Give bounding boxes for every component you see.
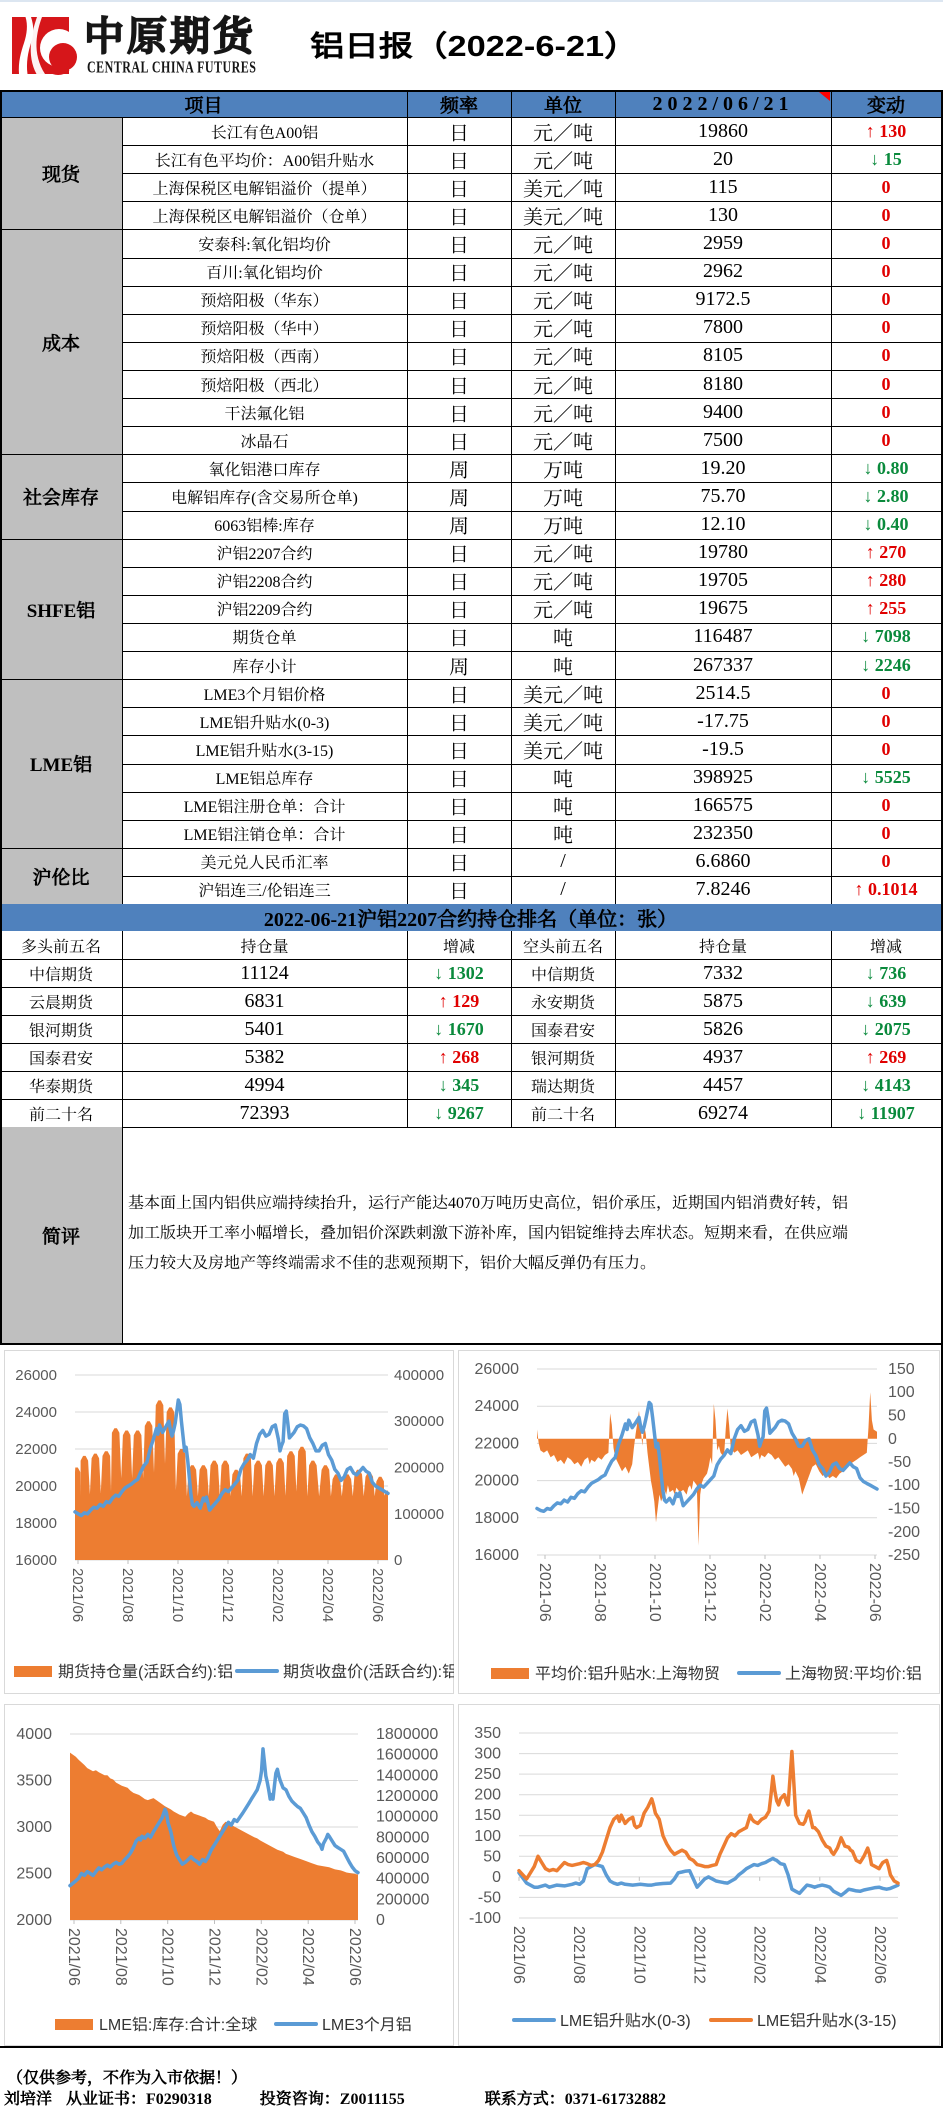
svg-text:50: 50 [888, 1408, 906, 1425]
svg-text:18000: 18000 [475, 1510, 520, 1527]
svg-text:2021/10: 2021/10 [169, 1568, 186, 1622]
svg-text:1800000: 1800000 [376, 1726, 438, 1743]
svg-text:1200000: 1200000 [376, 1788, 438, 1805]
svg-text:20000: 20000 [15, 1478, 57, 1495]
svg-text:2000: 2000 [16, 1912, 52, 1929]
svg-text:50: 50 [483, 1848, 501, 1865]
svg-text:2500: 2500 [16, 1866, 52, 1883]
svg-text:-100: -100 [888, 1477, 920, 1494]
svg-text:18000: 18000 [15, 1515, 57, 1532]
svg-text:350: 350 [474, 1725, 501, 1742]
svg-text:1600000: 1600000 [376, 1747, 438, 1764]
svg-text:26000: 26000 [15, 1367, 57, 1384]
svg-text:0: 0 [376, 1912, 385, 1929]
svg-text:平均价:铝升贴水:上海物贸: 平均价:铝升贴水:上海物贸 [535, 1665, 720, 1683]
svg-text:26000: 26000 [475, 1361, 520, 1378]
svg-text:2021-10: 2021-10 [646, 1563, 663, 1622]
svg-text:LME铝:库存:合计:全球: LME铝:库存:合计:全球 [99, 2016, 257, 2034]
svg-text:3500: 3500 [16, 1773, 52, 1790]
svg-text:4000: 4000 [16, 1726, 52, 1743]
svg-text:2022/04: 2022/04 [299, 1928, 316, 1986]
svg-text:0: 0 [888, 1431, 897, 1448]
svg-text:2021-06: 2021-06 [536, 1563, 553, 1622]
svg-text:2021/12: 2021/12 [206, 1928, 223, 1986]
svg-text:2021/08: 2021/08 [119, 1568, 136, 1622]
svg-text:2021/06: 2021/06 [510, 1926, 527, 1984]
svg-text:1000000: 1000000 [376, 1809, 438, 1826]
svg-text:150: 150 [474, 1807, 501, 1824]
svg-text:2022/02: 2022/02 [751, 1926, 768, 1984]
svg-text:22000: 22000 [475, 1435, 520, 1452]
svg-text:200: 200 [474, 1787, 501, 1804]
svg-text:24000: 24000 [15, 1404, 57, 1421]
svg-text:250: 250 [474, 1766, 501, 1783]
svg-text:LME铝升贴水(0-3): LME铝升贴水(0-3) [560, 2012, 691, 2030]
svg-text:100000: 100000 [394, 1506, 444, 1523]
svg-text:2021/12: 2021/12 [219, 1568, 236, 1622]
svg-text:-250: -250 [888, 1547, 920, 1564]
svg-text:2022/04: 2022/04 [319, 1568, 336, 1622]
svg-text:上海物贸:平均价:铝: 上海物贸:平均价:铝 [785, 1665, 922, 1683]
svg-text:2022/06: 2022/06 [871, 1926, 888, 1984]
svg-text:2022/06: 2022/06 [369, 1568, 386, 1622]
svg-text:LME3个月铝: LME3个月铝 [322, 2016, 412, 2034]
svg-text:16000: 16000 [15, 1552, 57, 1569]
svg-text:2022-04: 2022-04 [811, 1563, 828, 1622]
svg-text:22000: 22000 [15, 1441, 57, 1458]
svg-text:2021/06: 2021/06 [69, 1568, 86, 1622]
svg-text:800000: 800000 [376, 1829, 429, 1846]
svg-text:LME铝升贴水(3-15): LME铝升贴水(3-15) [757, 2012, 897, 2030]
svg-text:400000: 400000 [376, 1871, 429, 1888]
svg-text:16000: 16000 [475, 1547, 520, 1564]
svg-text:600000: 600000 [376, 1850, 429, 1867]
svg-text:200000: 200000 [394, 1460, 444, 1477]
svg-text:-100: -100 [469, 1910, 501, 1927]
svg-text:2022/06: 2022/06 [346, 1928, 363, 1986]
svg-text:-50: -50 [478, 1889, 501, 1906]
svg-text:-150: -150 [888, 1501, 920, 1518]
svg-text:100: 100 [888, 1384, 915, 1401]
svg-text:0: 0 [394, 1552, 402, 1569]
svg-text:20000: 20000 [475, 1473, 520, 1490]
svg-text:2021/06: 2021/06 [65, 1928, 82, 1986]
svg-text:期货收盘价(活跃合约):铝: 期货收盘价(活跃合约):铝 [283, 1663, 454, 1681]
svg-text:0: 0 [492, 1869, 501, 1886]
svg-text:300000: 300000 [394, 1413, 444, 1430]
svg-text:200000: 200000 [376, 1891, 429, 1908]
svg-text:300: 300 [474, 1746, 501, 1763]
svg-text:-50: -50 [888, 1454, 911, 1471]
svg-text:100: 100 [474, 1828, 501, 1845]
svg-text:400000: 400000 [394, 1367, 444, 1384]
svg-text:期货持仓量(活跃合约):铝: 期货持仓量(活跃合约):铝 [58, 1663, 233, 1681]
svg-text:150: 150 [888, 1361, 915, 1378]
svg-text:2022-06: 2022-06 [866, 1563, 883, 1622]
svg-text:2022/02: 2022/02 [269, 1568, 286, 1622]
svg-text:2021/08: 2021/08 [570, 1926, 587, 1984]
svg-text:2021/12: 2021/12 [691, 1926, 708, 1984]
svg-text:2022/02: 2022/02 [252, 1928, 269, 1986]
svg-text:-200: -200 [888, 1524, 920, 1541]
svg-text:2021-08: 2021-08 [591, 1563, 608, 1622]
svg-text:2021/10: 2021/10 [159, 1928, 176, 1986]
svg-text:2022-02: 2022-02 [756, 1563, 773, 1622]
svg-text:2021/10: 2021/10 [630, 1926, 647, 1984]
svg-text:3000: 3000 [16, 1819, 52, 1836]
svg-text:2022/04: 2022/04 [811, 1926, 828, 1984]
svg-text:1400000: 1400000 [376, 1767, 438, 1784]
svg-text:24000: 24000 [475, 1398, 520, 1415]
svg-text:2021/08: 2021/08 [112, 1928, 129, 1986]
svg-text:2021-12: 2021-12 [701, 1563, 718, 1622]
